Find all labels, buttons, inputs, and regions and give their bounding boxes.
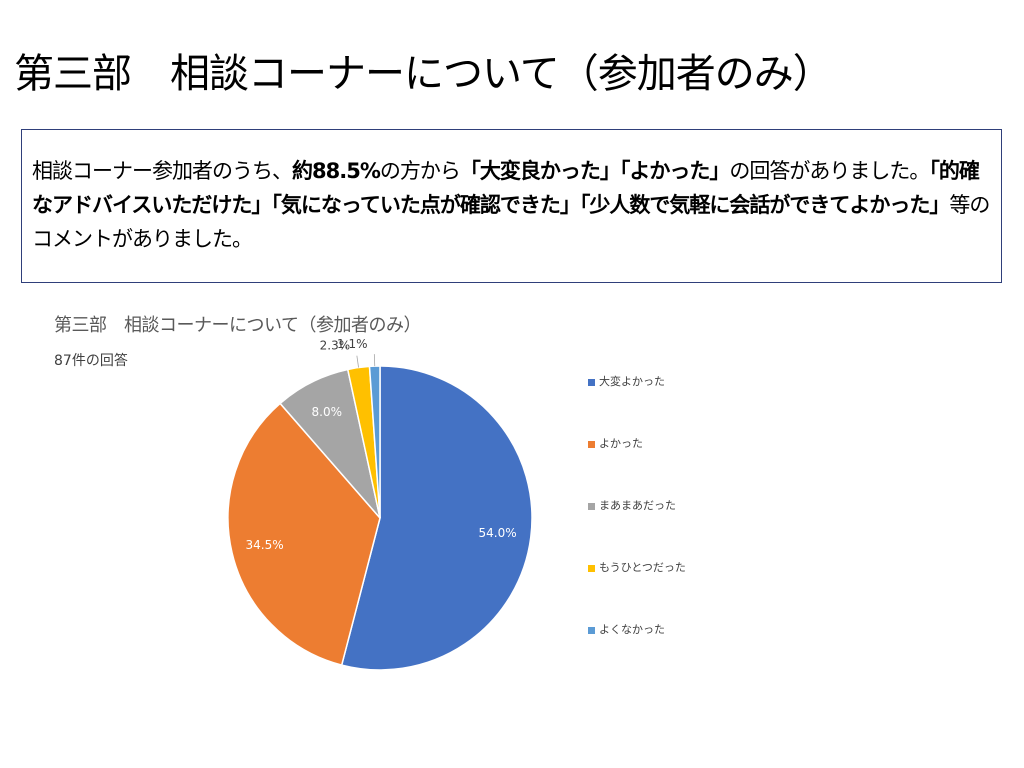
legend-label: もうひとつだった (599, 561, 686, 574)
legend-label: 大変よかった (599, 375, 665, 388)
legend-item-not-quite: もうひとつだった (588, 559, 686, 575)
summary-segment: 相談コーナー参加者のうち、 (32, 159, 293, 183)
legend-swatch (588, 502, 595, 510)
data-label-so-so: 8.0% (312, 405, 343, 419)
pie-slice-not-good (368, 365, 381, 519)
summary-segment: 約88.5% (292, 159, 381, 183)
chart-legend: 大変よかった よかったまあまあだった もうひとつだった よくなかった (588, 373, 748, 653)
summary-box: 相談コーナー参加者のうち、約88.5%の方から「大変良かった」「よかった」の回答… (21, 129, 1002, 283)
leader-line-not-quite (356, 355, 359, 368)
legend-label: まあまあだった (599, 499, 676, 512)
data-label-not-quite: 2.3% (320, 339, 351, 353)
legend-label: よかった (599, 437, 643, 450)
pie-slice-very-good (340, 365, 533, 671)
legend-label: よくなかった (599, 623, 665, 636)
chart-subtitle: 87件の回答 (54, 353, 128, 369)
summary-text: 相談コーナー参加者のうち、約88.5%の方から「大変良かった」「よかった」の回答… (32, 154, 994, 256)
slide-title: 第三部 相談コーナーについて（参加者のみ） (14, 51, 833, 97)
legend-swatch (588, 440, 595, 448)
summary-segment: 「的確なアドバイスいただけた」「気になっていた点が確認できた」「少人数で気軽に会… (32, 159, 980, 217)
legend-item-so-so: まあまあだった (588, 497, 676, 513)
legend-swatch (588, 564, 595, 572)
legend-item-very-good: 大変よかった (588, 373, 665, 389)
data-label-good: 34.5% (246, 538, 284, 552)
summary-segment: 「大変良かった」「よかった」 (459, 159, 730, 183)
pie-slice-good (227, 402, 381, 667)
data-label-not-good: 1.1% (337, 337, 368, 351)
legend-item-good: よかった (588, 435, 643, 451)
legend-item-not-good: よくなかった (588, 621, 665, 637)
summary-segment: の回答がありました。 (729, 159, 930, 183)
summary-segment: の方から (379, 159, 461, 183)
summary-segment: 等のコメントがありました。 (32, 193, 990, 251)
legend-swatch (588, 626, 595, 634)
data-label-very-good: 54.0% (479, 526, 517, 540)
legend-swatch (588, 378, 595, 386)
chart-title: 第三部 相談コーナーについて（参加者のみ） (54, 315, 421, 336)
